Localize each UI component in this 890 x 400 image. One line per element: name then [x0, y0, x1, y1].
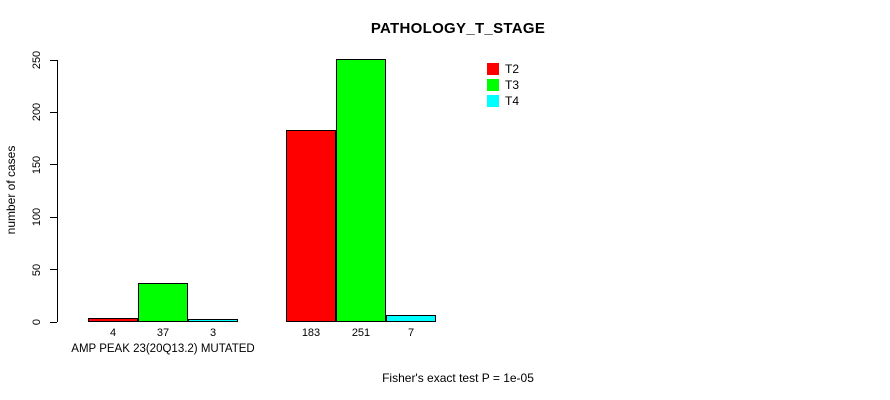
y-axis-tick — [50, 269, 57, 271]
bar-T2-group1 — [88, 318, 138, 322]
legend-item-t2: T2 — [487, 61, 519, 77]
stat-annotation: Fisher's exact test P = 1e-05 — [382, 371, 534, 385]
y-axis-tick-label: 200 — [31, 103, 43, 122]
legend-item-t4: T4 — [487, 93, 519, 109]
y-axis-tick — [50, 321, 57, 323]
bar-value-label: 4 — [109, 327, 117, 339]
bar-value-label: 3 — [209, 327, 217, 339]
y-axis-tick — [50, 216, 57, 218]
legend-label-t3: T3 — [505, 78, 520, 92]
bar-value-label: 251 — [351, 327, 371, 339]
bar-T3-group2 — [336, 59, 386, 322]
legend-label-t2: T2 — [505, 62, 520, 76]
y-axis-tick — [50, 111, 57, 113]
y-axis-tick-label: 250 — [31, 50, 43, 70]
bar-value-label: 183 — [301, 327, 321, 339]
y-axis-tick-label: 100 — [31, 208, 43, 227]
x-group-label: AMP PEAK 23(20Q13.2) MUTATED — [71, 343, 255, 355]
y-axis-tick-label: 150 — [31, 155, 43, 174]
legend-swatch-t3 — [487, 79, 499, 91]
legend-item-t3: T3 — [487, 77, 519, 93]
y-axis-tick — [50, 164, 57, 166]
plot-area: 0 50 100 150 200 250 4 183 37 251 3 7 — [31, 51, 458, 339]
bar-T4-group2 — [386, 315, 436, 322]
chart-title: PATHOLOGY_T_STAGE — [370, 20, 546, 37]
y-axis-line — [57, 60, 58, 322]
y-axis-tick-label: 50 — [31, 263, 43, 276]
bar-T3-group1 — [138, 283, 188, 322]
bar-T2-group2 — [286, 130, 336, 322]
legend-swatch-t2 — [487, 63, 499, 75]
legend-swatch-t4 — [487, 95, 499, 107]
legend: T2 T3 T4 — [487, 61, 519, 109]
bar-T4-group1 — [188, 319, 238, 322]
legend-label-t4: T4 — [505, 94, 520, 108]
bar-value-label: 7 — [407, 327, 415, 339]
y-axis-label: number of cases — [4, 145, 18, 235]
y-axis-tick-label: 0 — [31, 318, 43, 326]
y-axis-tick — [50, 59, 57, 61]
bar-value-label: 37 — [156, 327, 170, 339]
